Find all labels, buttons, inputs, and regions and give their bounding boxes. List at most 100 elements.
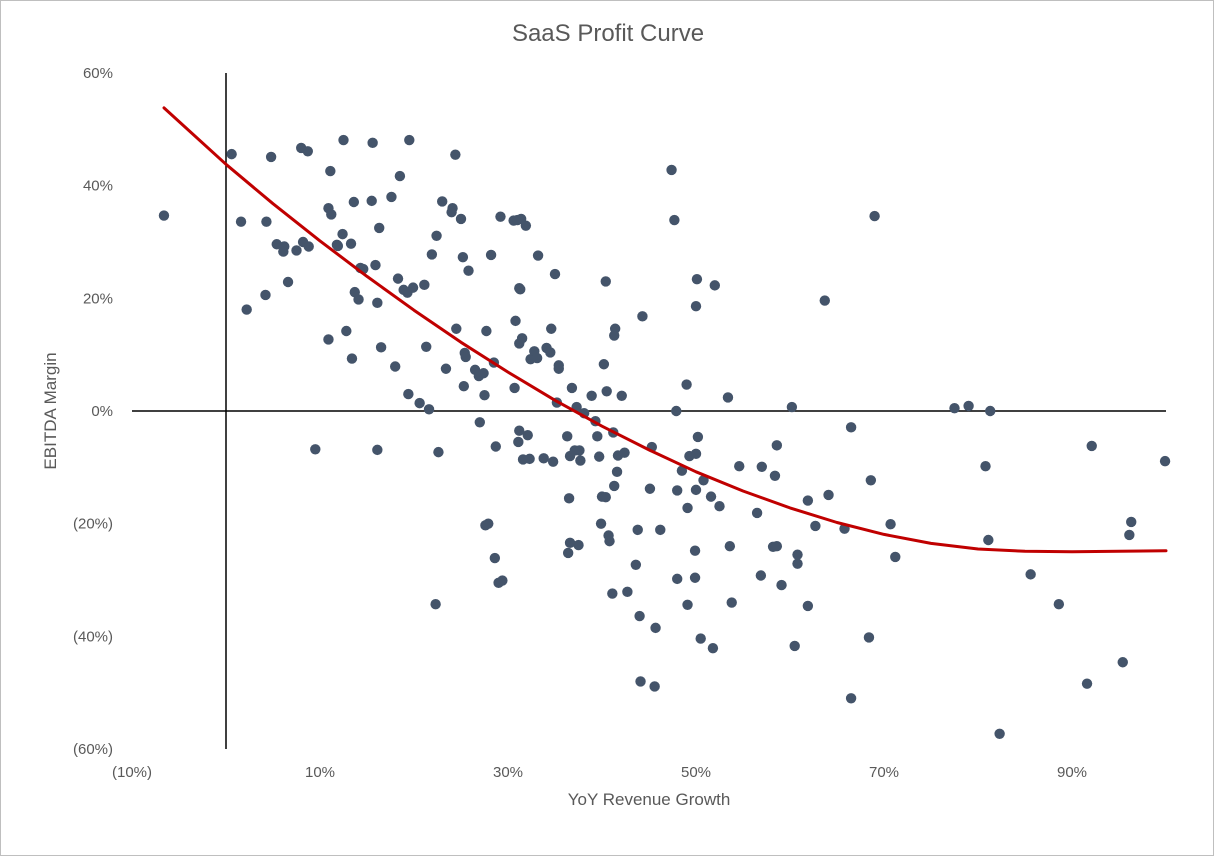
- data-point: [440, 363, 452, 374]
- data-point: [690, 448, 702, 460]
- data-point: [549, 268, 561, 280]
- data-point: [419, 279, 430, 291]
- data-point: [514, 425, 525, 436]
- data-point: [671, 405, 682, 417]
- data-point: [845, 422, 857, 433]
- data-point: [609, 480, 620, 492]
- x-tick-label: 30%: [493, 764, 523, 781]
- data-point: [226, 148, 237, 160]
- data-point: [516, 333, 528, 344]
- data-point: [265, 151, 277, 163]
- data-point: [423, 404, 435, 415]
- data-point: [592, 431, 603, 442]
- data-point: [695, 633, 706, 644]
- data-point: [458, 381, 470, 392]
- data-point: [985, 405, 996, 417]
- data-point: [562, 431, 573, 442]
- data-point: [949, 402, 960, 414]
- data-point: [463, 265, 474, 276]
- data-point: [607, 588, 618, 599]
- data-point: [689, 545, 701, 556]
- data-point: [326, 209, 337, 220]
- data-point: [776, 579, 787, 591]
- data-point: [366, 195, 377, 207]
- data-point: [600, 276, 611, 287]
- data-point: [566, 382, 578, 394]
- data-point: [755, 570, 767, 581]
- data-point: [819, 295, 830, 306]
- data-point: [386, 191, 397, 203]
- data-point: [691, 273, 703, 285]
- y-axis-title: EBITDA Margin: [41, 352, 60, 469]
- data-point: [490, 441, 501, 452]
- data-point: [235, 216, 247, 227]
- data-point: [426, 249, 438, 260]
- y-tick-label: (60%): [73, 741, 113, 758]
- data-point: [346, 353, 358, 364]
- data-point: [337, 228, 348, 240]
- data-point: [394, 170, 406, 182]
- data-point: [690, 301, 702, 312]
- data-point: [430, 599, 441, 610]
- data-point: [510, 315, 521, 327]
- data-point: [611, 466, 623, 478]
- data-point: [509, 382, 520, 394]
- data-point: [666, 164, 677, 176]
- data-point: [282, 276, 294, 288]
- data-point: [374, 222, 385, 234]
- data-point: [260, 289, 271, 301]
- data-point: [637, 311, 648, 322]
- data-point: [789, 640, 800, 652]
- data-point: [1117, 657, 1128, 668]
- data-point: [437, 196, 448, 207]
- data-point: [562, 547, 574, 559]
- data-point: [323, 334, 334, 345]
- data-point: [495, 211, 506, 222]
- data-point: [574, 445, 585, 456]
- data-point: [792, 558, 803, 569]
- y-tick-labels: 60% 40% 20% 0% (20%) (40%) (60%): [73, 65, 113, 758]
- data-point: [414, 397, 425, 409]
- data-point: [460, 351, 471, 363]
- data-point: [734, 461, 745, 472]
- data-point: [485, 249, 497, 261]
- data-point: [345, 238, 357, 249]
- data-point: [786, 401, 798, 413]
- data-point: [375, 342, 387, 353]
- data-point: [672, 573, 683, 585]
- data-point: [963, 400, 974, 412]
- data-point: [563, 493, 575, 504]
- data-point: [457, 252, 469, 263]
- data-point: [771, 541, 783, 552]
- data-point: [302, 146, 313, 157]
- data-point: [630, 559, 642, 570]
- x-tick-labels: (10%) 10% 30% 50% 70% 90%: [112, 764, 1087, 781]
- data-point: [845, 693, 857, 704]
- x-axis-title: YoY Revenue Growth: [568, 790, 731, 809]
- data-point: [497, 575, 508, 586]
- data-point: [885, 519, 896, 530]
- data-point: [698, 475, 709, 486]
- data-point: [1124, 529, 1135, 541]
- data-point: [478, 368, 489, 379]
- data-point: [489, 552, 501, 564]
- data-point: [546, 323, 557, 334]
- data-point: [1159, 455, 1171, 467]
- data-point: [756, 461, 767, 472]
- y-tick-label: 0%: [91, 403, 113, 420]
- data-point: [722, 392, 734, 403]
- y-tick-label: 60%: [83, 65, 113, 82]
- data-point: [802, 495, 814, 506]
- data-point: [865, 475, 877, 486]
- data-point: [810, 520, 821, 532]
- data-point: [586, 390, 597, 401]
- data-point: [616, 390, 627, 401]
- data-point: [869, 210, 880, 222]
- data-point: [564, 537, 576, 549]
- data-point: [532, 250, 544, 261]
- data-point: [792, 549, 803, 560]
- data-point: [481, 325, 492, 337]
- data-point: [690, 484, 702, 496]
- data-point: [1053, 599, 1065, 610]
- data-point: [644, 483, 656, 494]
